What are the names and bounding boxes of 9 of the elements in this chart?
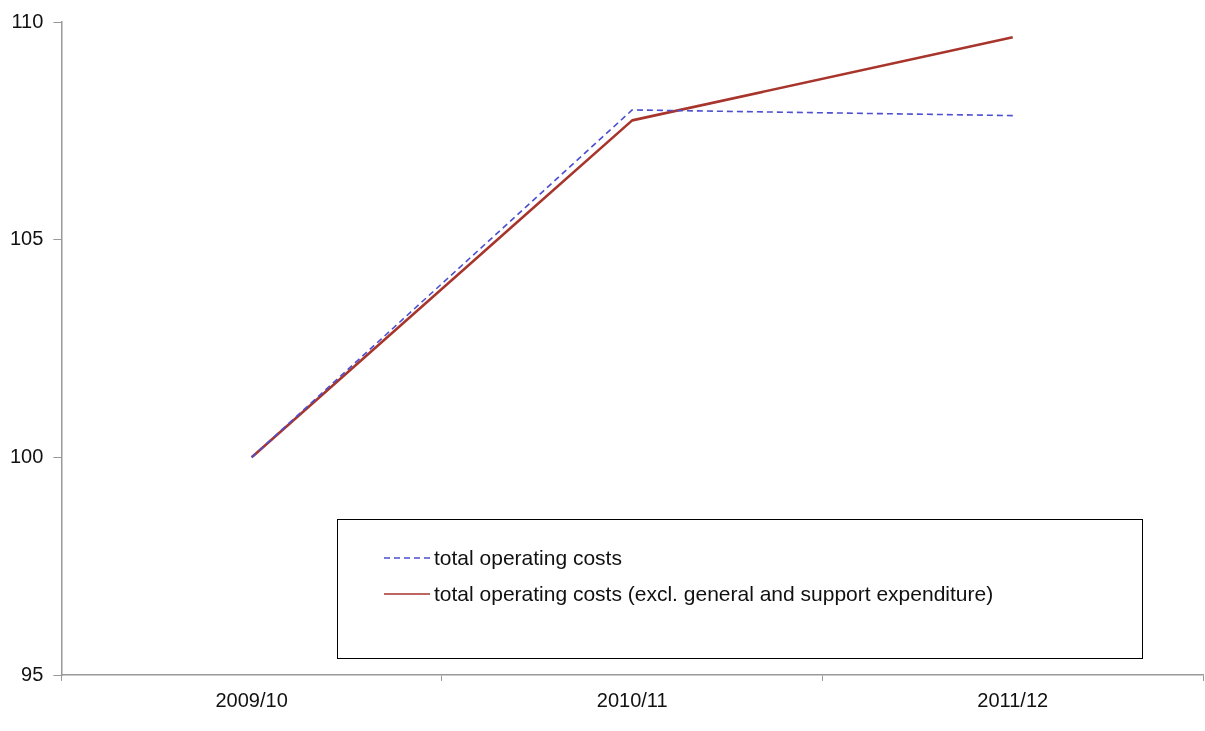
x-tick-label: 2011/12 [977,688,1049,711]
x-tick-label: 2010/11 [596,688,668,711]
y-tick-label: 105 [9,227,44,250]
legend-label: total operating costs (excl. general and support expenditure) [434,582,994,606]
y-tick-label: 110 [11,9,44,32]
y-tick-label: 95 [21,662,44,685]
legend-label: total operating costs [434,546,622,570]
x-tick-label: 2009/10 [215,688,288,711]
y-tick-label: 100 [9,444,44,467]
